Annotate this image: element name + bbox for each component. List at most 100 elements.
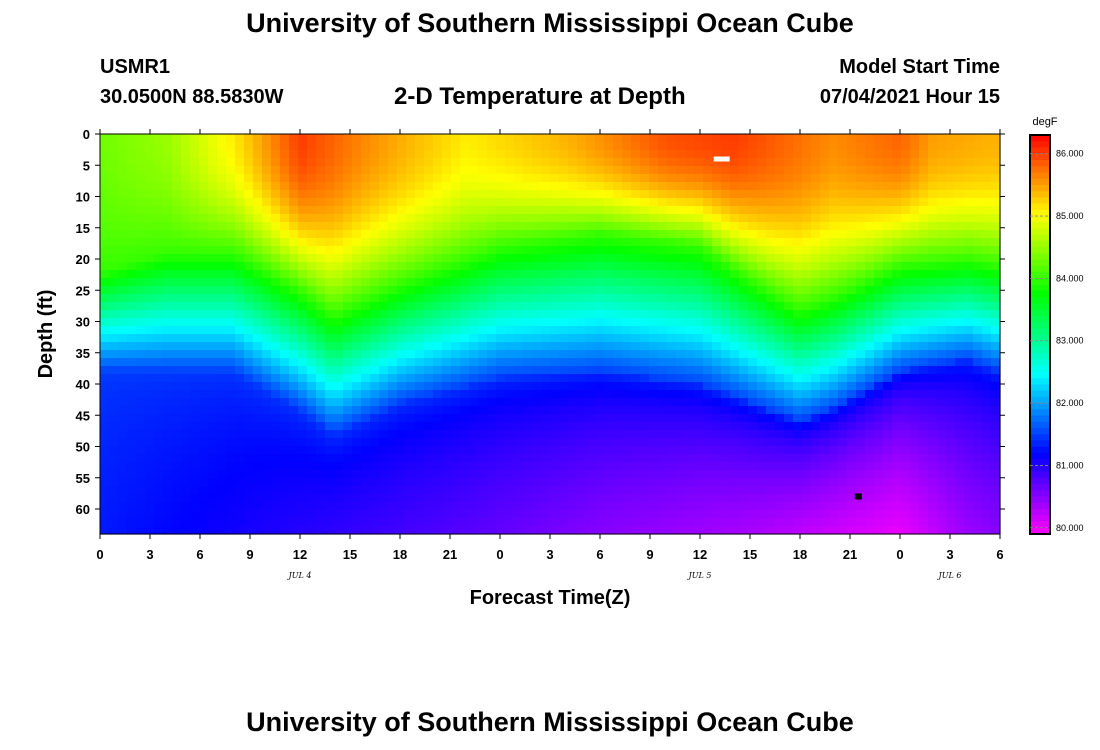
heat-cell <box>469 438 479 447</box>
heat-cell <box>397 198 407 207</box>
heat-cell <box>532 206 542 215</box>
heat-cell <box>199 134 209 143</box>
heat-cell <box>298 390 308 399</box>
heat-cell <box>352 166 362 175</box>
heat-cell <box>631 406 641 415</box>
heat-cell <box>217 414 227 423</box>
heat-cell <box>127 158 137 167</box>
heat-cell <box>478 158 488 167</box>
heat-cell <box>415 342 425 351</box>
heat-cell <box>640 422 650 431</box>
heat-cell <box>433 358 443 367</box>
heat-cell <box>370 454 380 463</box>
heat-cell <box>856 150 866 159</box>
heat-cell <box>604 150 614 159</box>
heat-cell <box>172 134 182 143</box>
heat-cell <box>766 158 776 167</box>
heat-cell <box>559 286 569 295</box>
heat-cell <box>694 190 704 199</box>
heat-cell <box>262 326 272 335</box>
heat-cell <box>865 446 875 455</box>
heat-cell <box>280 422 290 431</box>
heat-cell <box>442 182 452 191</box>
heat-cell <box>154 278 164 287</box>
heat-cell <box>505 166 515 175</box>
heat-cell <box>100 518 110 527</box>
heat-cell <box>721 526 731 535</box>
heat-cell <box>802 302 812 311</box>
heat-cell <box>433 446 443 455</box>
heat-cell <box>892 254 902 263</box>
heat-cell <box>343 222 353 231</box>
heat-cell <box>739 390 749 399</box>
heat-cell <box>388 422 398 431</box>
heat-cell <box>451 422 461 431</box>
heat-cell <box>361 270 371 279</box>
heat-cell <box>298 382 308 391</box>
heat-cell <box>928 150 938 159</box>
heat-cell <box>775 286 785 295</box>
heat-cell <box>811 254 821 263</box>
heat-cell <box>100 166 110 175</box>
heat-cell <box>550 454 560 463</box>
heat-cell <box>964 446 974 455</box>
heat-cell <box>739 166 749 175</box>
heat-cell <box>820 166 830 175</box>
heat-cell <box>748 422 758 431</box>
heat-cell <box>802 262 812 271</box>
heat-cell <box>577 230 587 239</box>
heat-cell <box>478 398 488 407</box>
heat-cell <box>109 510 119 519</box>
heat-cell <box>748 286 758 295</box>
heat-cell <box>523 246 533 255</box>
heat-cell <box>883 510 893 519</box>
heat-cell <box>163 310 173 319</box>
heat-cell <box>937 470 947 479</box>
heat-cell <box>685 190 695 199</box>
heat-cell <box>865 158 875 167</box>
heat-cell <box>289 406 299 415</box>
heat-cell <box>811 518 821 527</box>
heat-cell <box>658 486 668 495</box>
heat-cell <box>244 166 254 175</box>
heat-cell <box>901 206 911 215</box>
heat-cell <box>433 510 443 519</box>
heat-cell <box>379 486 389 495</box>
heat-cell <box>496 302 506 311</box>
heat-cell <box>595 422 605 431</box>
heat-cell <box>550 438 560 447</box>
heat-cell <box>298 142 308 151</box>
heat-cell <box>154 134 164 143</box>
heat-cell <box>919 470 929 479</box>
heat-cell <box>811 278 821 287</box>
heat-cell <box>334 222 344 231</box>
heat-cell <box>361 182 371 191</box>
heat-cell <box>946 286 956 295</box>
heat-cell <box>586 518 596 527</box>
heat-cell <box>865 406 875 415</box>
heat-cell <box>811 158 821 167</box>
heat-cell <box>613 326 623 335</box>
heat-cell <box>757 334 767 343</box>
heat-cell <box>154 470 164 479</box>
heat-cell <box>865 454 875 463</box>
heat-cell <box>901 422 911 431</box>
heat-cell <box>694 510 704 519</box>
heat-cell <box>613 318 623 327</box>
heat-cell <box>343 382 353 391</box>
heat-cell <box>613 286 623 295</box>
heat-cell <box>676 414 686 423</box>
heat-cell <box>361 518 371 527</box>
heat-cell <box>820 158 830 167</box>
heat-cell <box>244 518 254 527</box>
heat-cell <box>109 390 119 399</box>
heat-cell <box>478 406 488 415</box>
heat-cell <box>316 150 326 159</box>
heat-cell <box>298 294 308 303</box>
heat-cell <box>442 462 452 471</box>
heat-cell <box>802 470 812 479</box>
heat-cell <box>712 422 722 431</box>
heat-cell <box>928 494 938 503</box>
heat-cell <box>685 510 695 519</box>
heat-cell <box>469 182 479 191</box>
